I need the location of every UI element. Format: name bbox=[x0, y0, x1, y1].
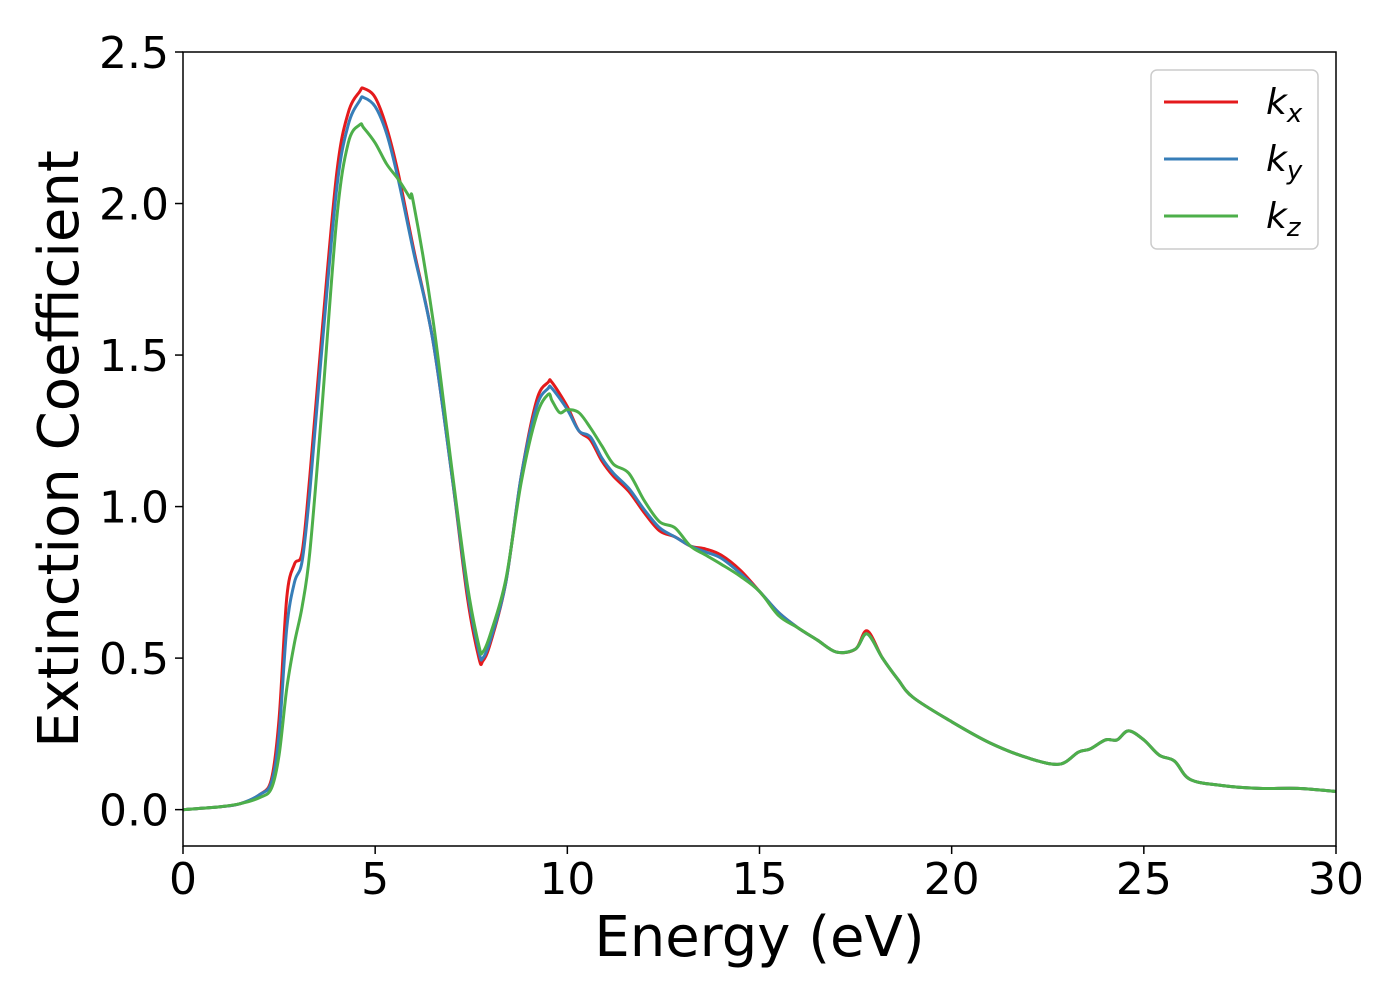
legend-label-y: ky bbox=[1266, 139, 1303, 186]
y-axis-label: Extinction Coefficient bbox=[27, 150, 92, 748]
x-tick-label: 10 bbox=[539, 854, 595, 905]
x-axis-label: Energy (eV) bbox=[594, 905, 924, 970]
x-tick-label: 5 bbox=[361, 854, 389, 905]
series-layer bbox=[183, 86, 1336, 812]
y-tick-label: 0.5 bbox=[99, 634, 169, 685]
y-tick-label: 2.0 bbox=[99, 180, 169, 231]
x-tick-label: 0 bbox=[169, 854, 197, 905]
legend: kx ky kz bbox=[1150, 69, 1319, 250]
y-tick-label: 0.0 bbox=[99, 786, 169, 837]
y-tick-label: 1.5 bbox=[99, 331, 169, 382]
x-tick-label: 15 bbox=[732, 854, 788, 905]
x-tick-label: 30 bbox=[1308, 854, 1364, 905]
y-axis-ticks: 0.0 0.5 1.0 1.5 2.0 2.5 bbox=[99, 28, 183, 837]
x-axis-ticks: 0 5 10 15 20 25 30 bbox=[169, 846, 1364, 905]
x-tick-label: 20 bbox=[924, 854, 980, 905]
series-line-z bbox=[183, 122, 1336, 812]
legend-label-x: kx bbox=[1266, 82, 1303, 129]
y-tick-label: 2.5 bbox=[99, 28, 169, 79]
legend-label-z: kz bbox=[1266, 196, 1302, 243]
x-tick-label: 25 bbox=[1116, 854, 1172, 905]
y-tick-label: 1.0 bbox=[99, 483, 169, 534]
